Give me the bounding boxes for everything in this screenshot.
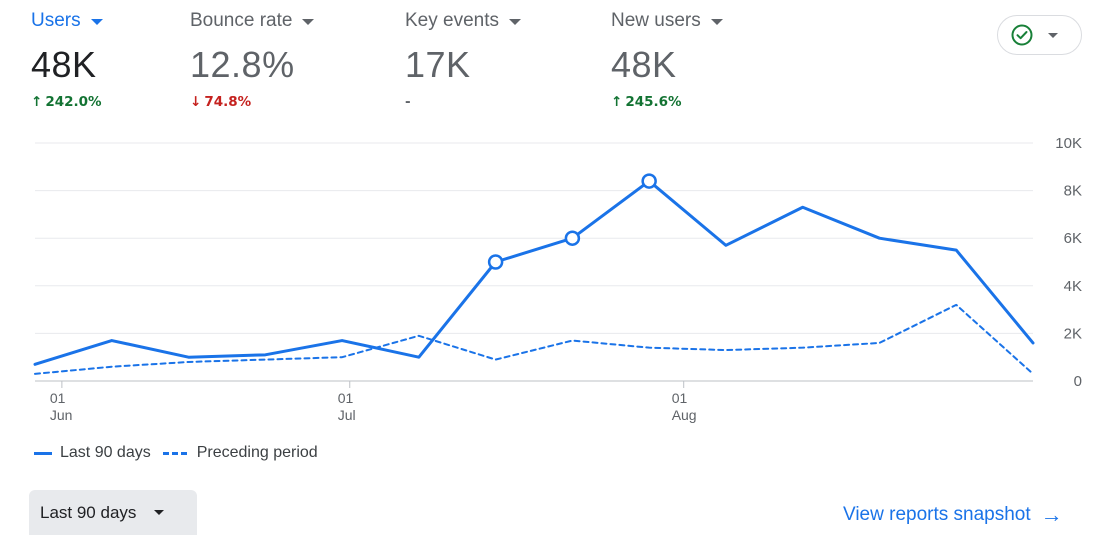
metric-users-delta: 242.0%: [45, 94, 102, 110]
y-tick-label: 4K: [1064, 278, 1082, 295]
metric-key-events-label: Key events: [405, 10, 499, 31]
metric-key-events-value: 17K: [405, 44, 471, 85]
metric-key-events-label-row[interactable]: Key events: [405, 10, 521, 32]
metric-bounce-rate[interactable]: Bounce rate 12.8% ↓ 74.8%: [190, 10, 315, 110]
metric-key-events-change: -: [405, 94, 521, 110]
date-range-label: Last 90 days: [40, 502, 137, 522]
metric-bounce-rate-label-row[interactable]: Bounce rate: [190, 10, 315, 32]
arrow-right-icon: →: [1040, 502, 1063, 527]
data-point-marker: [487, 254, 504, 270]
metric-users-label: Users: [31, 10, 81, 31]
caret-down-icon: [1048, 32, 1058, 38]
legend-item-preceding-period: Preceding period: [162, 444, 318, 462]
metric-key-events[interactable]: Key events 17K -: [405, 10, 521, 110]
caret-down-icon: [710, 19, 723, 25]
x-tick-day-label: 01: [50, 390, 66, 406]
legend-label-preceding-period: Preceding period: [196, 444, 318, 461]
metric-new-users[interactable]: New users 48K ↑ 245.6%: [611, 10, 723, 110]
legend-label-last-90-days: Last 90 days: [60, 444, 151, 461]
series-line-preceding-period: [34, 303, 1034, 375]
metric-users-change: ↑ 242.0%: [31, 94, 103, 110]
chart-legend: Last 90 days Preceding period: [34, 444, 330, 462]
y-tick-label: 6K: [1064, 230, 1082, 247]
legend-swatch-solid: [34, 451, 52, 455]
y-tick-label: 2K: [1064, 325, 1082, 342]
view-reports-snapshot-link[interactable]: View reports snapshot →: [843, 504, 1063, 526]
x-tick-month-label: Jun: [50, 407, 73, 423]
caret-down-icon: [302, 19, 315, 25]
metric-new-users-label-row[interactable]: New users: [611, 10, 723, 32]
metric-key-events-delta: -: [405, 94, 411, 110]
metric-users[interactable]: Users 48K ↑ 242.0%: [31, 10, 103, 110]
y-tick-label: 0: [1074, 373, 1082, 390]
metric-bounce-rate-value: 12.8%: [190, 44, 295, 85]
view-reports-snapshot-label: View reports snapshot: [843, 504, 1031, 525]
metric-new-users-change: ↑ 245.6%: [611, 94, 723, 110]
metric-bounce-rate-change: ↓ 74.8%: [190, 94, 314, 110]
status-menu-button[interactable]: [997, 15, 1082, 55]
arrow-up-icon: ↑: [611, 94, 623, 110]
legend-item-last-90-days: Last 90 days: [34, 444, 151, 462]
y-tick-label: 10K: [1055, 135, 1082, 152]
metric-new-users-label: New users: [611, 10, 701, 31]
caret-down-icon: [509, 19, 521, 25]
check-circle-icon: [1011, 24, 1033, 46]
metric-new-users-value: 48K: [611, 44, 677, 85]
metric-users-value: 48K: [31, 44, 97, 85]
x-tick-month-label: Jul: [338, 407, 356, 423]
x-tick-day-label: 01: [672, 390, 688, 406]
metric-users-label-row[interactable]: Users: [31, 10, 103, 32]
data-point-marker: [564, 230, 581, 246]
x-tick-month-label: Aug: [672, 407, 697, 423]
y-tick-label: 8K: [1064, 183, 1082, 200]
caret-down-icon: [154, 510, 165, 515]
arrow-up-icon: ↑: [31, 94, 43, 110]
data-point-marker: [641, 173, 657, 189]
legend-swatch-dashed: [162, 451, 187, 455]
x-tick-day-label: 01: [338, 390, 354, 406]
arrow-down-icon: ↓: [190, 94, 202, 110]
series-line-last-90-days: [33, 179, 1035, 366]
metric-new-users-delta: 245.6%: [625, 94, 682, 110]
metric-bounce-rate-delta: 74.8%: [204, 94, 252, 110]
metric-bounce-rate-label: Bounce rate: [190, 10, 293, 31]
caret-down-icon: [90, 19, 103, 25]
date-range-dropdown[interactable]: Last 90 days: [29, 490, 197, 535]
